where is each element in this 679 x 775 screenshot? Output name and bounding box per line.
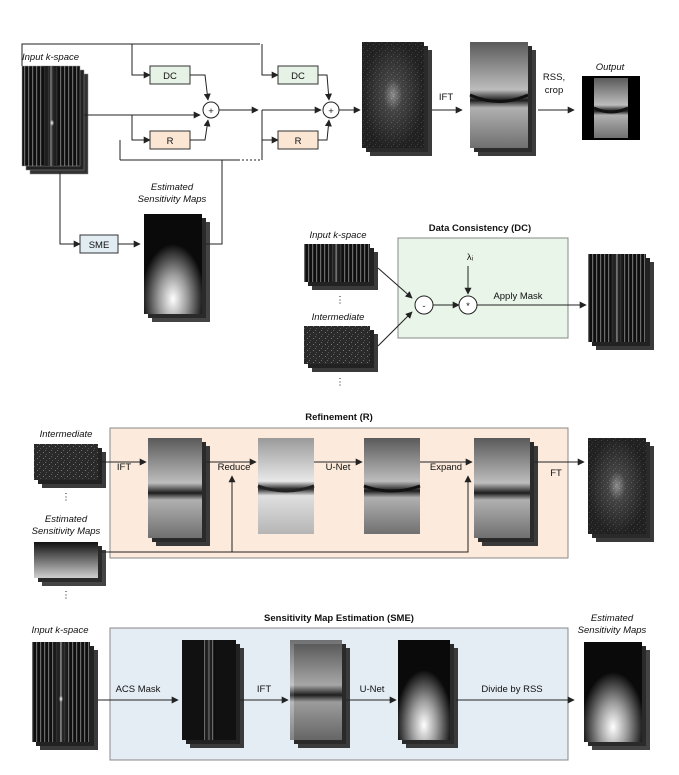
r-block-1-label: R	[167, 136, 174, 147]
dc-minus-symbol: -	[422, 301, 425, 312]
r-ift-label: IFT	[117, 462, 131, 473]
r-sens-label-2: Sensitivity Maps	[32, 526, 101, 537]
top-input-kspace-stack	[21, 65, 89, 175]
sme-input-kspace-stack	[32, 642, 98, 750]
sme-lowres-stack	[290, 640, 350, 748]
sme-unet-label: U-Net	[360, 684, 385, 695]
sme-acs-stack	[182, 640, 244, 748]
sme-ift-label: IFT	[257, 684, 271, 695]
dc-apply-mask-label: Apply Mask	[493, 291, 542, 302]
dc-panel-title: Data Consistency (DC)	[429, 223, 531, 234]
r-ft-label: FT	[550, 468, 562, 479]
top-output-label: Output	[596, 62, 625, 73]
dc-panel	[397, 237, 569, 339]
r-vdots-1: ⋮	[61, 492, 71, 503]
top-input-label: Input k-space	[22, 52, 79, 63]
top-sens-label-1: Estimated	[151, 182, 194, 193]
dc-vdots-2: ⋮	[335, 377, 345, 388]
r-refined-image	[363, 438, 421, 534]
top-coil-images-stack	[469, 42, 536, 156]
r-expanded-stack	[474, 438, 538, 546]
dc-output-kspace-stack	[588, 254, 654, 350]
top-feed-line	[21, 43, 260, 66]
sme-input-label: Input k-space	[31, 625, 88, 636]
r-intermediate-label: Intermediate	[40, 429, 93, 440]
top-sens-label-2: Sensitivity Maps	[138, 194, 207, 205]
r-sens-label-1: Estimated	[45, 514, 88, 525]
sum-node-1-symbol: +	[208, 106, 214, 117]
dc-block-1-label: DC	[163, 71, 177, 82]
sme-output-stack	[584, 642, 650, 750]
r-coil-images-stack	[148, 438, 210, 546]
sme-divide-label: Divide by RSS	[481, 684, 542, 695]
r-block-2-label: R	[295, 136, 302, 147]
r-panel-title: Refinement (R)	[305, 412, 373, 423]
sme-output-label-1: Estimated	[591, 613, 634, 624]
sme-acs-mask-label: ACS Mask	[116, 684, 161, 695]
r-combined-image	[257, 438, 315, 534]
sme-output-label-2: Sensitivity Maps	[578, 625, 647, 636]
top-kspace-output-stack	[362, 42, 432, 156]
dc-vdots-1: ⋮	[335, 295, 345, 306]
top-rss-label-2: crop	[545, 85, 563, 96]
r-output-kspace-stack	[588, 438, 654, 542]
r-reduce-label: Reduce	[218, 462, 251, 473]
sme-unet-output-stack	[398, 640, 458, 748]
r-intermediate-stack	[34, 444, 106, 488]
dc-input-kspace-stack	[304, 244, 378, 290]
dc-intermediate-label: Intermediate	[312, 312, 365, 323]
sme-block-label: SME	[89, 240, 110, 251]
sme-panel-title: Sensitivity Map Estimation (SME)	[264, 613, 414, 624]
r-unet-label: U-Net	[326, 462, 351, 473]
r-sensitivity-stack	[34, 542, 106, 586]
dc-intermediate-stack	[304, 326, 378, 372]
dc-times-symbol: *	[466, 301, 470, 312]
sum-node-2-symbol: +	[328, 106, 334, 117]
top-sensitivity-maps-stack	[144, 214, 210, 322]
r-expand-label: Expand	[430, 462, 462, 473]
top-rss-label-1: RSS,	[543, 72, 565, 83]
dc-lambda: λᵢ	[467, 252, 474, 263]
top-ift-label: IFT	[439, 92, 453, 103]
dc-block-2-label: DC	[291, 71, 305, 82]
top-output-image	[582, 76, 640, 140]
r-vdots-2: ⋮	[61, 590, 71, 601]
dc-input-label: Input k-space	[309, 230, 366, 241]
